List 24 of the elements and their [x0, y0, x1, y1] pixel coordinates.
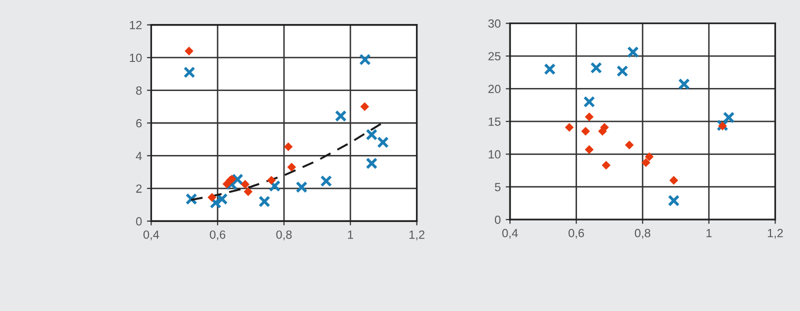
y-tick-label: 10 — [130, 54, 142, 62]
y-tick-label: 10 — [488, 150, 501, 159]
y-tick-label: 25 — [488, 52, 500, 60]
x-tick-label: 0,4 — [143, 230, 160, 240]
y-tick-label: 0 — [494, 216, 501, 224]
x-tick-label: 0,8 — [276, 230, 292, 240]
x-tick-label: 1,2 — [768, 228, 783, 239]
x-tick-label: 0,6 — [210, 230, 226, 240]
y-tick-label: 20 — [488, 84, 501, 94]
y-tick-label: 15 — [488, 118, 500, 126]
y-tick-label: 30 — [488, 19, 501, 28]
x-tick-label: 0,6 — [568, 228, 584, 239]
x-tick-label: 1,2 — [409, 230, 424, 240]
x-tick-label: 1 — [348, 230, 354, 239]
x-tick-label: 1 — [706, 229, 712, 238]
y-tick-label: 6 — [136, 119, 142, 128]
y-tick-label: 12 — [130, 20, 142, 30]
y-tick-label: 8 — [136, 86, 142, 95]
x-tick-label: 0,8 — [634, 228, 650, 239]
y-tick-label: 5 — [494, 183, 500, 192]
y-tick-label: 2 — [136, 184, 142, 193]
y-tick-label: 0 — [136, 217, 142, 226]
y-tick-label: 4 — [136, 152, 142, 160]
x-tick-label: 0,4 — [502, 228, 518, 239]
